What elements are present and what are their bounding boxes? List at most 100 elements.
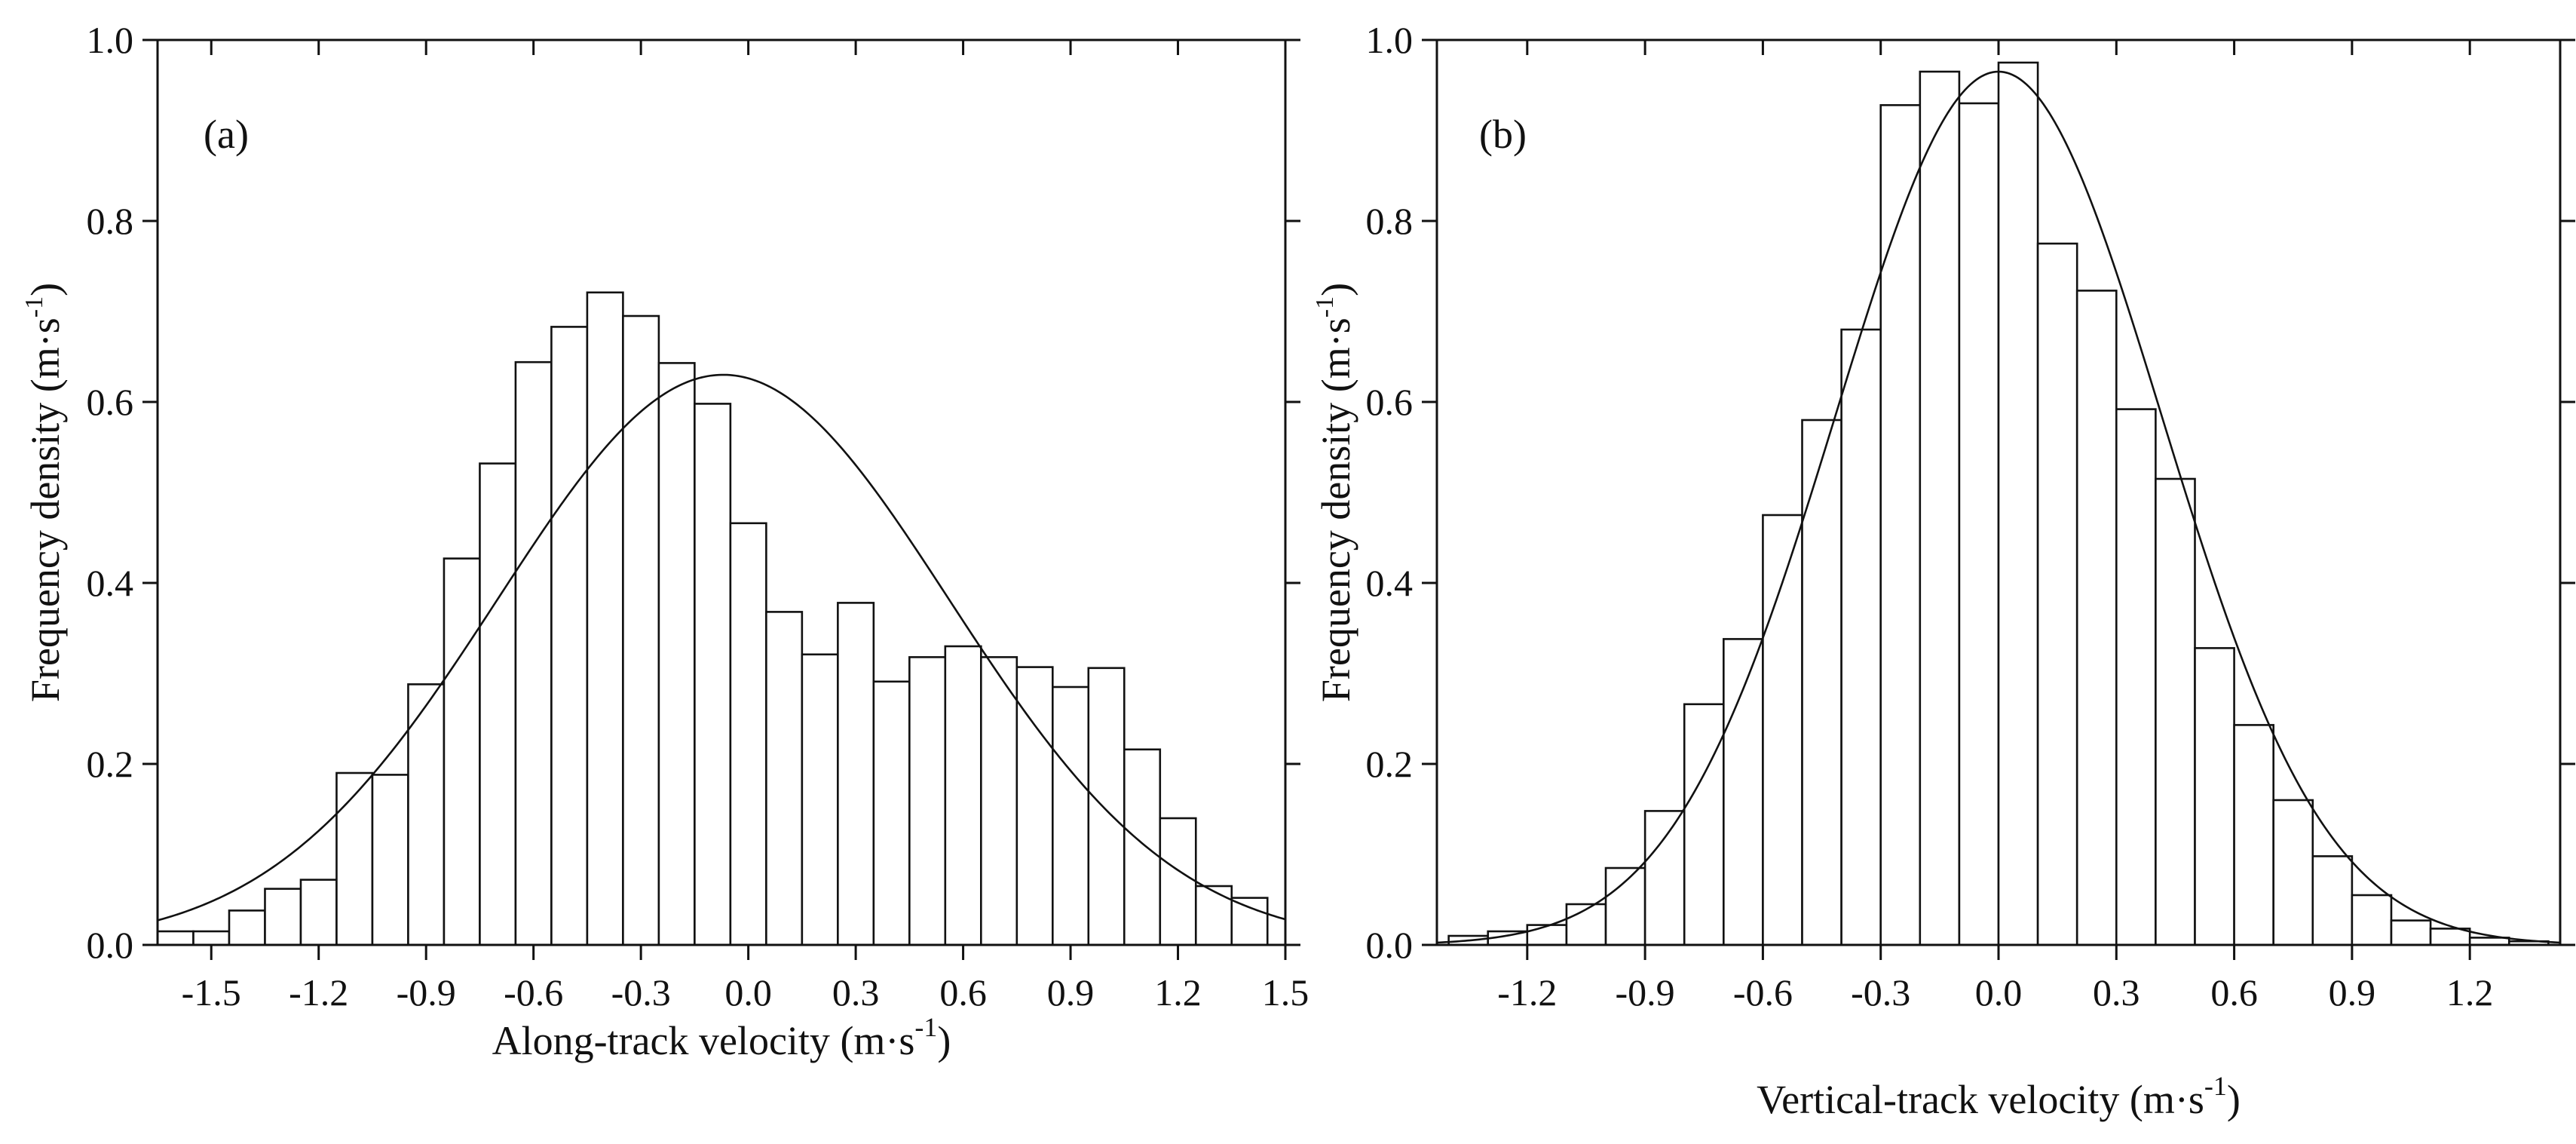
x-axis-unit-open: (m·s: [840, 1018, 914, 1063]
histogram-bar: [1801, 419, 1842, 945]
histogram-bar: [1052, 685, 1090, 945]
histogram-bar: [335, 771, 374, 945]
y-tick-label: 0.0: [87, 924, 134, 966]
histogram-bar: [2155, 477, 2196, 945]
histogram-bar: [1762, 514, 1803, 945]
histogram-bar: [837, 602, 875, 945]
histogram-bar: [657, 362, 696, 945]
y-tick-label: 0.6: [87, 381, 134, 423]
y-axis-title-text: Frequency density: [23, 392, 68, 702]
y-axis-title-text: Frequency density: [1313, 392, 1358, 702]
y-tick-label: 0.6: [1366, 381, 1414, 423]
histogram-bar: [1683, 703, 1725, 945]
chart-panel-b: -1.2 -0.9 -0.6 -0.3 0.0 0.3 0.6 0.9 1.2 0.0 0.2 0.4…: [1311, 19, 2575, 1122]
x-axis-title-text: Along-track velocity: [492, 1018, 841, 1063]
x-axis-unit-close: ): [2227, 1077, 2241, 1122]
histogram-bar: [2233, 724, 2274, 945]
y-tick-label: 0.0: [1366, 924, 1414, 966]
x-tick-label: 0.3: [832, 971, 880, 1014]
histogram-bar: [228, 909, 266, 945]
histogram-bar: [1123, 748, 1162, 945]
histogram-bar: [1997, 61, 2039, 945]
histogram-bar: [2390, 919, 2432, 945]
histogram-bar: [694, 403, 732, 945]
histogram-bar: [872, 680, 911, 945]
histogram-bar: [264, 888, 302, 945]
histogram-bar: [192, 930, 231, 945]
y-tick-label: 0.4: [1366, 562, 1414, 604]
histogram-bar: [2075, 290, 2118, 945]
x-tick-label: -0.9: [397, 971, 456, 1014]
histogram-bar: [1879, 104, 1922, 945]
histogram-bar: [158, 930, 195, 945]
x-axis-title: Vertical-track velocity (m·s-1): [1757, 1071, 2241, 1122]
histogram-bar: [1604, 866, 1646, 945]
y-axis-unit-sup: -1: [20, 296, 48, 317]
x-axis-unit-open: (m·s: [2130, 1077, 2204, 1122]
histogram-bar: [1919, 70, 1961, 945]
histogram-bar: [299, 879, 338, 945]
histogram-bar: [550, 326, 589, 945]
histogram-bar: [1159, 817, 1197, 945]
y-axis-unit-sup: -1: [1311, 296, 1339, 317]
histogram-bar: [371, 774, 409, 945]
x-tick-label: -1.2: [289, 971, 348, 1014]
histogram-bar: [944, 645, 982, 945]
panel-label: (a): [204, 112, 249, 157]
x-axis-unit-sup: -1: [2204, 1071, 2227, 1101]
x-tick-label: -0.6: [1733, 971, 1793, 1014]
y-tick-label: 0.8: [87, 200, 134, 242]
y-tick-label: 0.2: [87, 743, 134, 785]
histogram-bar: [586, 291, 624, 945]
histogram-bar: [980, 656, 1018, 945]
histogram-bar: [1840, 328, 1882, 945]
histogram-bar: [443, 557, 481, 945]
histogram-bar: [1723, 638, 1764, 945]
x-tick-label: 0.0: [724, 971, 772, 1014]
histogram-bar: [407, 683, 446, 945]
x-tick-label: -0.3: [1851, 971, 1910, 1014]
y-axis-title: Frequency density (m·s-1): [1311, 283, 1358, 702]
y-axis-title: Frequency density (m·s-1): [20, 283, 68, 702]
histogram-bar: [1087, 667, 1126, 945]
histogram-bar: [2115, 408, 2157, 945]
histogram-bar: [2194, 647, 2235, 945]
histogram-bar: [622, 314, 660, 945]
y-tick-label: 1.0: [87, 19, 134, 61]
histogram-bar: [479, 462, 517, 945]
histogram-bar: [2351, 894, 2393, 945]
y-tick-label: 0.2: [1366, 743, 1414, 785]
histogram-bars: [158, 291, 1269, 945]
x-tick-label: 0.9: [2329, 971, 2376, 1014]
x-axis-unit-sup: -1: [914, 1012, 937, 1042]
x-tick-label: 0.0: [1975, 971, 2023, 1014]
x-tick-label: 0.9: [1047, 971, 1095, 1014]
x-tick-label: -0.3: [611, 971, 671, 1014]
x-tick-label: -0.9: [1616, 971, 1675, 1014]
histogram-bar: [1958, 102, 2000, 945]
plot-frame: [156, 38, 1287, 946]
normal-fit-curve: [158, 373, 1285, 922]
panel-label: (b): [1479, 112, 1527, 157]
histogram-bar: [2036, 242, 2078, 945]
histogram-bars: [1447, 61, 2550, 945]
x-tick-label: -0.6: [504, 971, 563, 1014]
histogram-bar: [765, 611, 804, 945]
histogram-bar: [514, 360, 553, 945]
x-axis-title-text: Vertical-track velocity: [1757, 1077, 2130, 1122]
histogram-bar: [1194, 885, 1233, 945]
y-axis-unit-open: (m·s: [23, 317, 68, 392]
histogram-bar: [2272, 799, 2314, 945]
x-tick-label: 1.2: [1154, 971, 1202, 1014]
x-tick-label: 1.2: [2446, 971, 2494, 1014]
x-axis-title: Along-track velocity (m·s-1): [492, 1012, 951, 1063]
histogram-bar: [1230, 897, 1269, 945]
normal-fit-curve: [1437, 70, 2560, 944]
histogram-bar: [1643, 810, 1686, 945]
histogram-bar: [1015, 666, 1054, 945]
x-tick-label: 0.3: [2093, 971, 2140, 1014]
y-axis-unit-open: (m·s: [1313, 317, 1358, 392]
chart-panel-a: -1.5 -1.2 -0.9 -0.6 -0.3 0.0 0.3 0.6 0.9 1.2 1.5 0.…: [20, 19, 1309, 1063]
